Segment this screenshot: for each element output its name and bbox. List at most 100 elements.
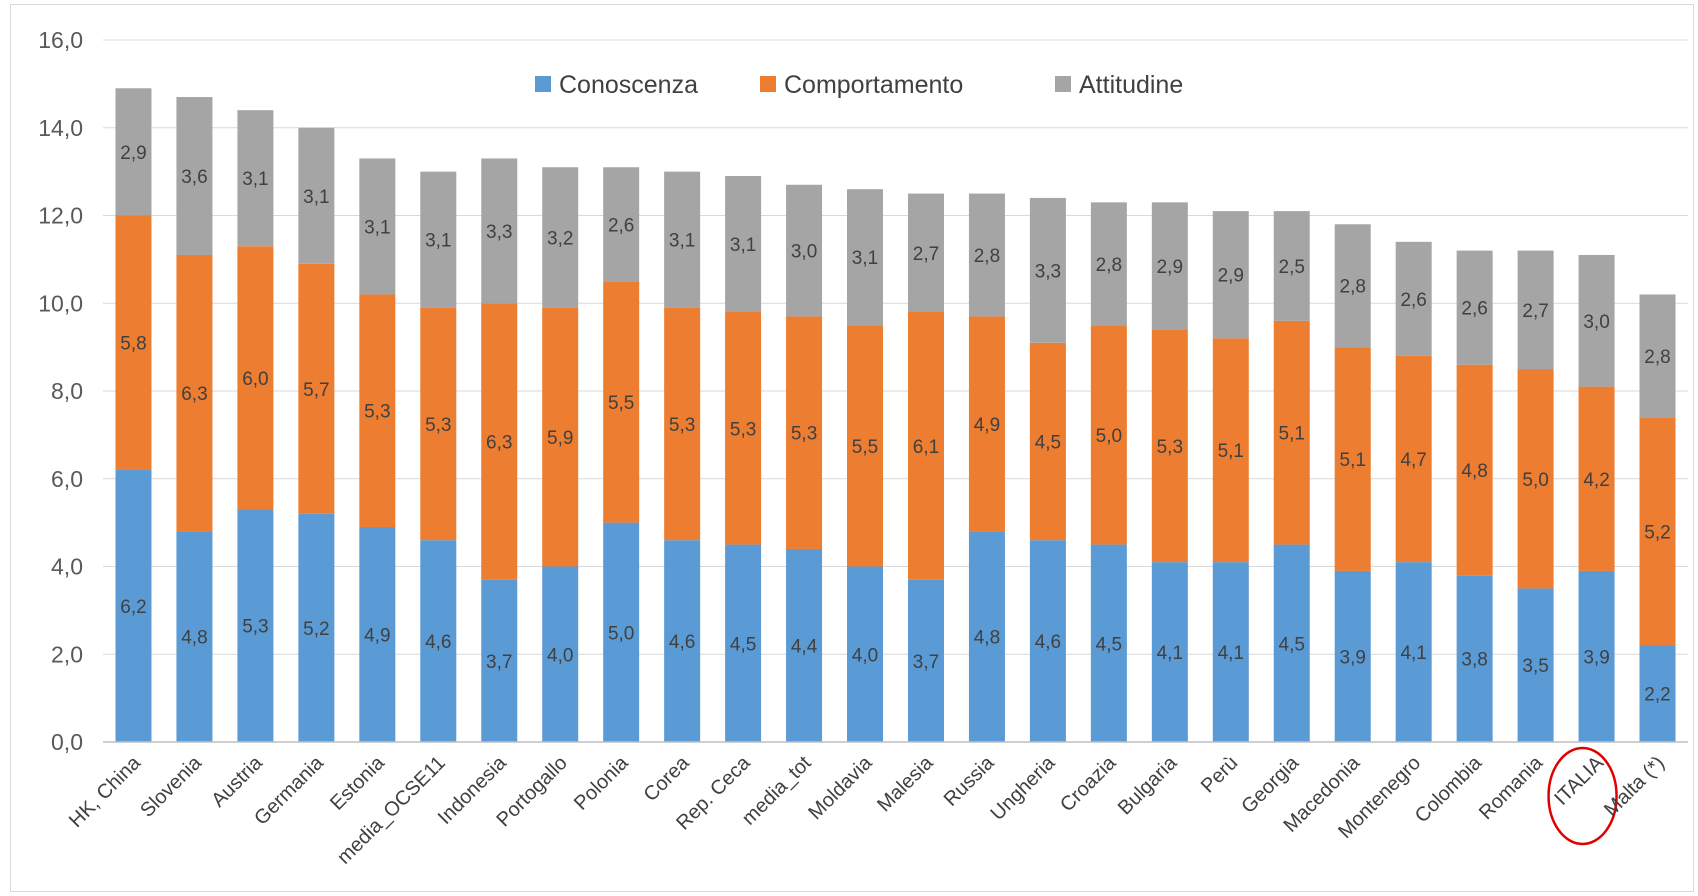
- bar-comportamento: [603, 281, 640, 523]
- data-label: 5,2: [303, 619, 329, 640]
- data-label: 5,5: [608, 393, 634, 414]
- x-tick-label: Bulgaria: [1114, 751, 1182, 819]
- bar-conoscenza: [1395, 562, 1432, 742]
- data-label: 4,8: [181, 628, 207, 649]
- bar-comportamento: [1578, 386, 1615, 571]
- data-label: 3,9: [1340, 647, 1366, 668]
- bar-conoscenza: [176, 531, 213, 742]
- data-label: 5,1: [1340, 450, 1366, 471]
- data-label: 2,6: [608, 215, 634, 236]
- bar-attitudine: [1639, 294, 1676, 418]
- bar-conoscenza: [1456, 575, 1493, 742]
- bar-comportamento: [1639, 417, 1676, 646]
- bar-attitudine: [907, 193, 944, 313]
- data-label: 2,6: [1461, 299, 1487, 320]
- data-label: 3,1: [669, 231, 695, 252]
- data-label: 5,0: [1096, 426, 1122, 447]
- bar-comportamento: [1090, 325, 1127, 545]
- bar-conoscenza: [1273, 544, 1310, 742]
- bar-comportamento: [359, 294, 396, 528]
- bar-attitudine: [725, 176, 762, 313]
- data-label: 5,0: [1522, 470, 1548, 491]
- bar-comportamento: [725, 312, 762, 545]
- legend-swatch: [535, 76, 551, 92]
- bar-conoscenza: [1029, 540, 1066, 742]
- bar-comportamento: [847, 325, 884, 567]
- bar-attitudine: [847, 189, 884, 326]
- bar-attitudine: [1212, 211, 1249, 339]
- y-tick-label: 8,0: [51, 378, 83, 404]
- legend-label: Conoscenza: [559, 71, 698, 99]
- data-label: 3,7: [486, 652, 512, 673]
- bar-attitudine: [237, 110, 274, 247]
- bar-conoscenza: [1151, 562, 1188, 742]
- bar-conoscenza: [968, 531, 1005, 742]
- bar-comportamento: [298, 263, 335, 514]
- bar-conoscenza: [298, 513, 335, 742]
- bar-comportamento: [176, 254, 213, 532]
- y-tick-label: 6,0: [51, 466, 83, 492]
- bar-attitudine: [664, 171, 701, 308]
- bar-attitudine: [1517, 250, 1554, 370]
- bar-conoscenza: [542, 566, 579, 742]
- data-label: 2,5: [1279, 257, 1305, 278]
- bar-comportamento: [1273, 320, 1310, 545]
- x-tick-label: Moldavia: [804, 751, 877, 824]
- bar-comportamento: [1456, 364, 1493, 576]
- bar-conoscenza: [1212, 562, 1249, 742]
- data-label: 4,6: [1035, 632, 1061, 653]
- legend-label: Attitudine: [1079, 71, 1183, 99]
- data-label: 6,3: [181, 384, 207, 405]
- data-label: 2,9: [120, 143, 146, 164]
- bar-conoscenza: [603, 522, 640, 742]
- bar-attitudine: [968, 193, 1005, 317]
- data-label: 3,1: [303, 187, 329, 208]
- y-tick-label: 14,0: [38, 115, 83, 141]
- data-label: 5,3: [364, 402, 390, 423]
- bar-conoscenza: [1090, 544, 1127, 742]
- data-label: 2,8: [974, 246, 1000, 267]
- bar-conoscenza: [420, 540, 457, 742]
- data-label: 4,0: [852, 645, 878, 666]
- data-label: 5,3: [730, 419, 756, 440]
- data-label: 3,3: [1035, 261, 1061, 282]
- legend-swatch: [1055, 76, 1071, 92]
- data-label: 6,3: [486, 432, 512, 453]
- x-tick-label: Slovenia: [136, 751, 206, 821]
- x-tick-label: Polonia: [570, 751, 633, 814]
- data-label: 5,2: [1644, 522, 1670, 543]
- data-label: 4,1: [1400, 643, 1426, 664]
- y-tick-label: 2,0: [51, 641, 83, 667]
- bar-conoscenza: [725, 544, 762, 742]
- bar-attitudine: [1029, 197, 1066, 343]
- x-tick-label: Ungheria: [986, 751, 1060, 825]
- x-tick-label: Croazia: [1056, 751, 1121, 816]
- data-label: 3,8: [1461, 650, 1487, 671]
- bar-attitudine: [542, 167, 579, 308]
- x-tick-label: HK, China: [65, 751, 146, 832]
- bar-attitudine: [420, 171, 457, 308]
- data-label: 3,1: [364, 217, 390, 238]
- bar-conoscenza: [847, 566, 884, 742]
- data-label: 5,3: [1157, 437, 1183, 458]
- bar-conoscenza: [359, 527, 396, 742]
- legend-label: Comportamento: [784, 71, 963, 99]
- data-label: 4,8: [1461, 461, 1487, 482]
- bar-attitudine: [1273, 211, 1310, 321]
- data-label: 5,0: [608, 623, 634, 644]
- data-label: 4,5: [1279, 634, 1305, 655]
- bar-comportamento: [1212, 338, 1249, 563]
- data-label: 4,6: [425, 632, 451, 653]
- bar-comportamento: [664, 307, 701, 541]
- bar-attitudine: [359, 158, 396, 295]
- bar-comportamento: [1151, 329, 1188, 563]
- data-label: 2,7: [1522, 301, 1548, 322]
- data-label: 5,3: [425, 415, 451, 436]
- data-label: 4,5: [1035, 432, 1061, 453]
- bar-conoscenza: [1517, 588, 1554, 742]
- data-label: 4,9: [364, 626, 390, 647]
- bar-comportamento: [115, 215, 152, 470]
- data-label: 3,0: [791, 242, 817, 263]
- x-tick-label: media_OCSE11: [333, 752, 450, 869]
